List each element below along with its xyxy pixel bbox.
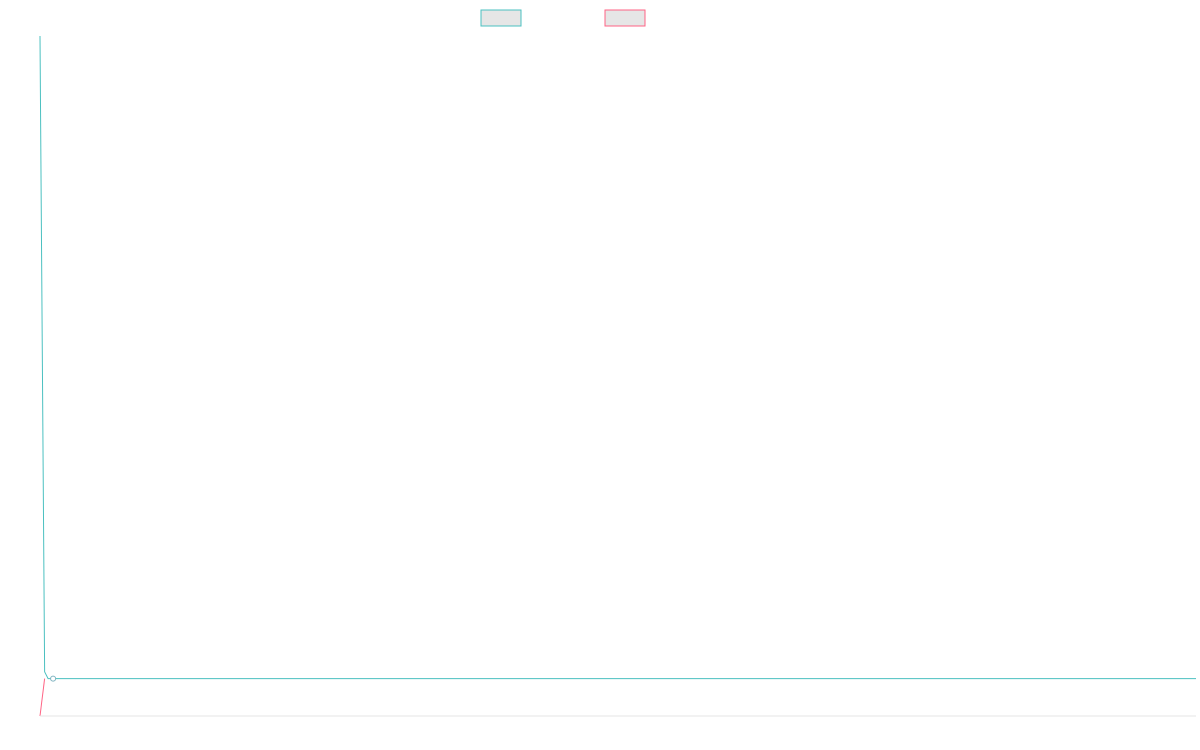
series-1-point[interactable] xyxy=(50,675,57,682)
series-1-line xyxy=(39,35,1196,680)
legend xyxy=(480,9,646,27)
legend-swatch-series-2[interactable] xyxy=(604,9,646,27)
plot-area xyxy=(39,35,1196,717)
legend-swatch-series-1[interactable] xyxy=(480,9,522,27)
series-2-line xyxy=(39,678,46,717)
